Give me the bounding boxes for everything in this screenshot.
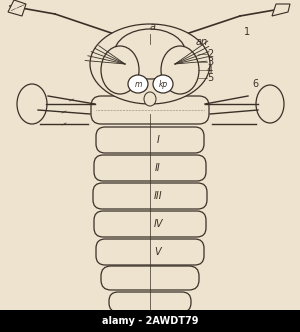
Text: alamy - 2AWDT79: alamy - 2AWDT79 (102, 316, 198, 326)
FancyBboxPatch shape (96, 239, 204, 265)
Text: II: II (155, 163, 161, 173)
Text: V: V (155, 247, 161, 257)
Text: I: I (157, 135, 159, 145)
Text: III: III (154, 191, 162, 201)
FancyBboxPatch shape (94, 155, 206, 181)
Bar (0, 310, 300, 332)
Ellipse shape (144, 92, 156, 106)
Text: an: an (196, 37, 208, 47)
FancyBboxPatch shape (93, 183, 207, 209)
Text: kp: kp (158, 79, 168, 89)
Text: 6: 6 (252, 79, 258, 89)
Text: 2: 2 (207, 49, 213, 59)
FancyBboxPatch shape (96, 127, 204, 153)
FancyBboxPatch shape (101, 266, 199, 290)
Text: IV: IV (153, 219, 163, 229)
Ellipse shape (153, 75, 173, 93)
Ellipse shape (161, 46, 199, 94)
Text: a: a (150, 22, 156, 32)
Ellipse shape (256, 85, 284, 123)
Ellipse shape (101, 46, 139, 94)
Ellipse shape (17, 84, 47, 124)
Polygon shape (272, 4, 290, 16)
Text: 3: 3 (207, 57, 213, 67)
FancyBboxPatch shape (109, 292, 191, 312)
FancyBboxPatch shape (91, 96, 209, 124)
Polygon shape (8, 0, 26, 16)
Text: 5: 5 (207, 73, 213, 83)
Text: 1: 1 (244, 27, 250, 37)
FancyBboxPatch shape (94, 211, 206, 237)
Ellipse shape (128, 75, 148, 93)
Ellipse shape (114, 29, 186, 79)
Ellipse shape (90, 24, 210, 104)
Text: 4: 4 (207, 65, 213, 75)
Text: m: m (134, 79, 142, 89)
